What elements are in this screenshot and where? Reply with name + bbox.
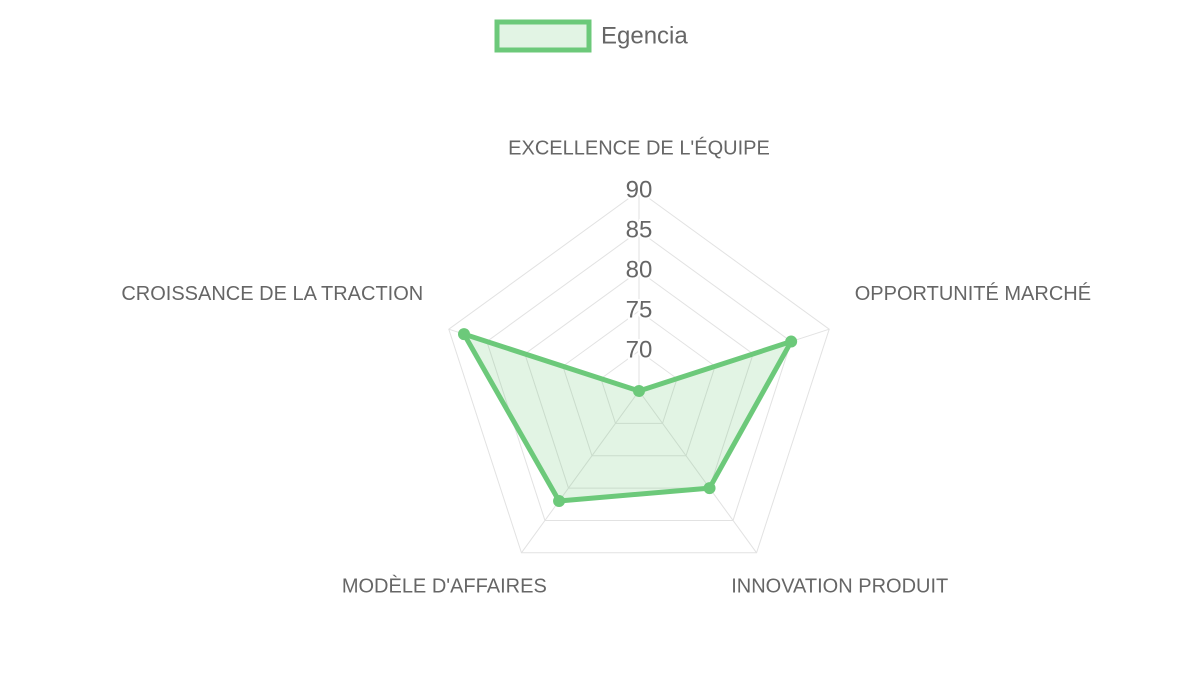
spoke: [521, 390, 640, 554]
data-point: [785, 335, 798, 348]
category-label: CROISSANCE DE LA TRACTION: [121, 283, 423, 305]
data-point: [458, 328, 471, 341]
category-label: MODÈLE D'AFFAIRES: [342, 574, 547, 597]
legend-swatch: [494, 19, 592, 53]
grid-ring: [524, 270, 754, 489]
series-area: [461, 331, 794, 504]
data-point: [633, 385, 645, 397]
data-point: [553, 495, 566, 508]
grid-ring: [562, 310, 716, 457]
r-tick-label: 70: [626, 336, 653, 363]
r-tick-label: 75: [626, 296, 653, 323]
category-label: OPPORTUNITÉ MARCHÉ: [855, 282, 1091, 305]
grid-ring: [486, 230, 792, 521]
grid-ring: [600, 350, 678, 424]
r-tick-label: 80: [626, 256, 653, 283]
grid-ring: [448, 190, 830, 554]
r-tick-label: 85: [626, 216, 653, 243]
category-label: EXCELLENCE DE L'ÉQUIPE: [508, 136, 770, 159]
legend-label: Egencia: [601, 22, 688, 49]
spoke: [638, 390, 757, 554]
r-tick-label: 90: [626, 176, 653, 203]
category-label: INNOVATION PRODUIT: [731, 575, 948, 597]
data-point: [703, 482, 716, 495]
